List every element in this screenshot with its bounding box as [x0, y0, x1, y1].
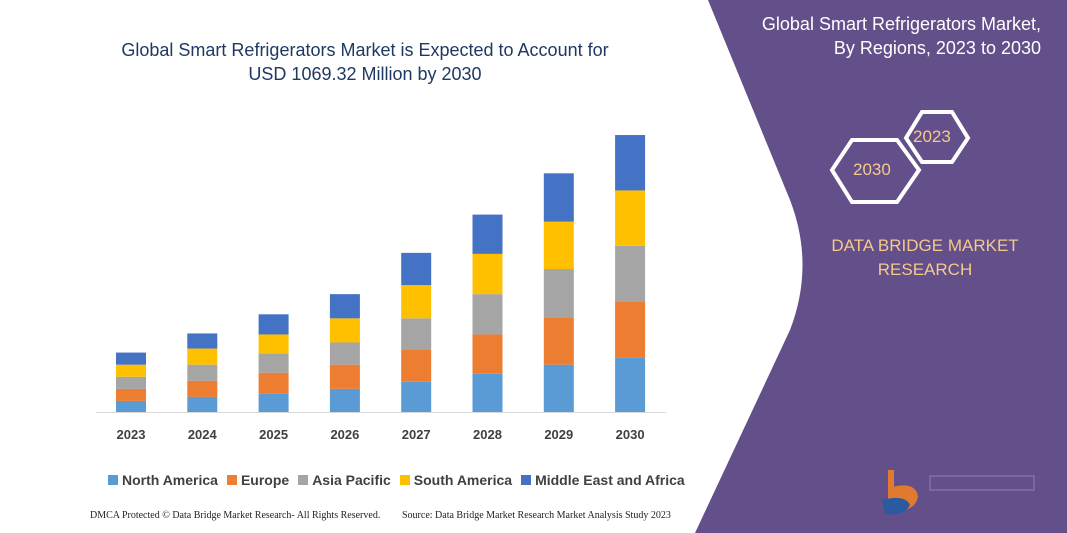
- x-tick-label: 2023: [117, 427, 146, 442]
- bar-segment-2028-south-america: [472, 253, 503, 295]
- legend-item: North America: [108, 472, 218, 488]
- bar-segment-2023-middle-east-and-africa: [116, 352, 146, 365]
- bar-segment-2030-asia-pacific: [615, 245, 646, 302]
- x-tick-label: 2025: [259, 427, 288, 442]
- bar-segment-2027-north-america: [401, 381, 432, 412]
- bar-segment-2030-middle-east-and-africa: [615, 135, 646, 191]
- chart-title-line-1: Global Smart Refrigerators Market is Exp…: [121, 40, 609, 60]
- bar-segment-2024-north-america: [187, 396, 218, 412]
- legend-label: North America: [122, 472, 218, 488]
- hex-label-2030: 2030: [853, 160, 891, 179]
- x-tick-label: 2027: [402, 427, 431, 442]
- bar-segment-2026-north-america: [329, 388, 360, 412]
- bar-segment-2029-north-america: [543, 364, 574, 412]
- legend-item: South America: [399, 472, 513, 488]
- bar-segment-2030-europe: [615, 301, 646, 358]
- brand-line-1: DATA BRIDGE MARKET: [831, 236, 1019, 255]
- chart-plot: 2023 2024 2025 2026 2027 2028 2029 2030: [96, 135, 666, 442]
- x-tick-label: 2024: [188, 427, 218, 442]
- bar-segment-2024-south-america: [187, 348, 218, 365]
- bar-segment-2030-south-america: [615, 190, 646, 246]
- hexagon-2023: [903, 110, 971, 164]
- legend-swatch: [521, 475, 532, 485]
- bar-segment-2023-south-america: [116, 364, 146, 377]
- legend-swatch: [399, 475, 410, 485]
- legend-swatch: [298, 475, 309, 485]
- side-panel: [695, 0, 1067, 533]
- bar-segment-2029-middle-east-and-africa: [543, 173, 574, 222]
- bar-segment-2025-asia-pacific: [258, 353, 289, 373]
- legend-label: Europe: [240, 472, 290, 488]
- bar-segment-2025-south-america: [258, 334, 289, 354]
- logo-icon: [882, 470, 1035, 515]
- legend-swatch: [226, 475, 237, 485]
- legend-label: Middle East and Africa: [535, 472, 685, 488]
- legend-item: Europe: [226, 472, 290, 488]
- legend-label: South America: [413, 472, 513, 488]
- bar-segment-2029-europe: [543, 317, 574, 365]
- bar-segment-2030-north-america: [615, 357, 646, 412]
- legend-label: Asia Pacific: [312, 472, 391, 488]
- bar-segment-2023-europe: [116, 388, 146, 401]
- panel-title-line-1: Global Smart Refrigerators Market,: [761, 14, 1041, 34]
- bar-segment-2029-asia-pacific: [543, 268, 574, 318]
- bar-segment-2027-asia-pacific: [401, 318, 432, 350]
- bar-segment-2025-north-america: [258, 393, 289, 412]
- footer-source: Source: Data Bridge Market Research Mark…: [402, 510, 671, 521]
- panel-title-line-2: By Regions, 2023 to 2030: [833, 38, 1041, 58]
- legend-item: Asia Pacific: [298, 472, 391, 488]
- hex-label-2023: 2023: [913, 127, 951, 146]
- x-tick-label: 2026: [330, 427, 359, 442]
- chart-title-line-2: USD 1069.32 Million by 2030: [248, 64, 482, 84]
- bar-segment-2025-middle-east-and-africa: [258, 314, 289, 335]
- bar-segment-2028-europe: [472, 334, 503, 374]
- legend-item: Middle East and Africa: [521, 472, 685, 488]
- bar-segment-2028-north-america: [472, 373, 503, 412]
- bar-segment-2023-asia-pacific: [116, 376, 146, 389]
- bar-segment-2023-north-america: [116, 400, 146, 412]
- legend-swatch: [108, 475, 118, 485]
- bar-segment-2024-middle-east-and-africa: [187, 333, 218, 349]
- bar-segment-2026-middle-east-and-africa: [329, 294, 360, 319]
- bar-segment-2027-europe: [401, 349, 432, 382]
- hexagon-2030: [829, 138, 922, 204]
- bar-segment-2024-asia-pacific: [187, 364, 218, 381]
- bar-segment-2027-south-america: [401, 285, 432, 319]
- x-tick-label: 2029: [544, 427, 573, 442]
- bar-segment-2026-europe: [329, 364, 360, 389]
- bar-segment-2025-europe: [258, 372, 289, 394]
- x-tick-label: 2030: [616, 427, 645, 442]
- x-tick-label: 2028: [473, 427, 502, 442]
- bar-segment-2026-asia-pacific: [329, 342, 360, 365]
- brand-line-2: RESEARCH: [877, 260, 973, 279]
- bar-segment-2029-south-america: [543, 221, 574, 269]
- chart-legend: North America Europe Asia Pacific South Ame…: [108, 472, 685, 488]
- bar-segment-2028-asia-pacific: [472, 294, 503, 335]
- bar-segment-2026-south-america: [329, 318, 360, 343]
- bar-segment-2027-middle-east-and-africa: [401, 252, 432, 286]
- footer-copyright: DMCA Protected © Data Bridge Market Rese…: [90, 510, 381, 521]
- bar-segment-2024-europe: [187, 380, 218, 397]
- bar-segment-2028-middle-east-and-africa: [472, 214, 503, 254]
